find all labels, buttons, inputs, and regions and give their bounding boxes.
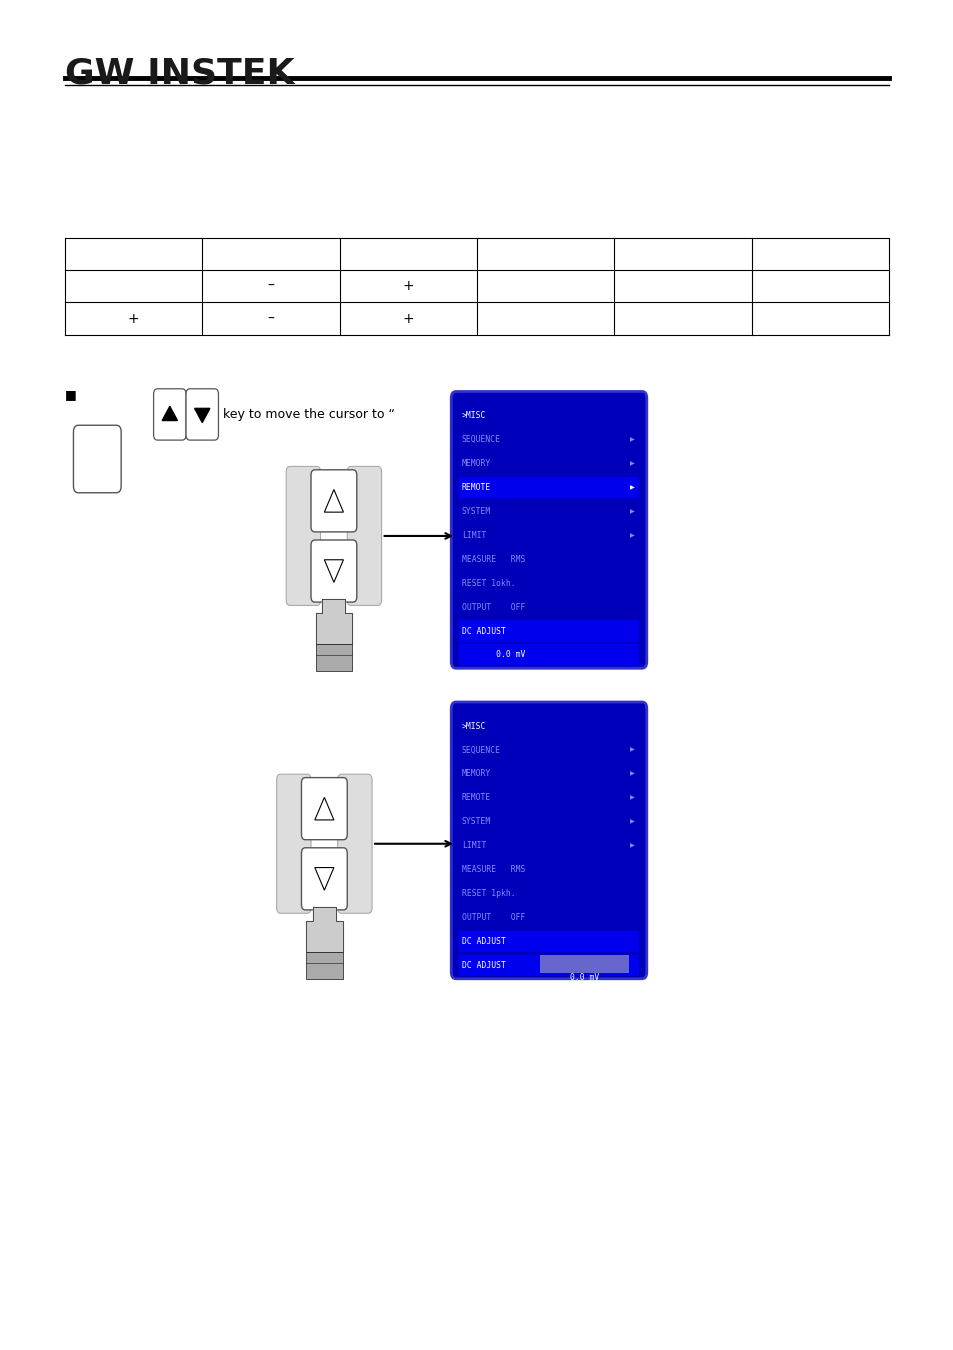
Text: SYSTEM: SYSTEM bbox=[461, 817, 491, 826]
FancyBboxPatch shape bbox=[301, 778, 347, 840]
FancyBboxPatch shape bbox=[337, 775, 372, 913]
FancyBboxPatch shape bbox=[458, 954, 639, 976]
Text: DC ADJUST: DC ADJUST bbox=[461, 961, 505, 969]
Text: LIMIT: LIMIT bbox=[461, 531, 486, 540]
Text: key to move the cursor to “                   ”.: key to move the cursor to “ ”. bbox=[223, 408, 481, 421]
Polygon shape bbox=[315, 599, 352, 644]
FancyBboxPatch shape bbox=[311, 470, 356, 532]
Text: DC ADJUST: DC ADJUST bbox=[461, 937, 505, 946]
Text: –: – bbox=[267, 312, 274, 325]
Text: SEQUENCE: SEQUENCE bbox=[461, 745, 500, 755]
Polygon shape bbox=[162, 406, 177, 421]
Text: MEASURE   RMS: MEASURE RMS bbox=[461, 555, 524, 564]
FancyBboxPatch shape bbox=[347, 467, 381, 605]
Text: LIMIT: LIMIT bbox=[461, 841, 486, 850]
Text: ▶: ▶ bbox=[629, 844, 634, 848]
Text: DC ADJUST: DC ADJUST bbox=[461, 626, 505, 636]
FancyBboxPatch shape bbox=[458, 931, 639, 952]
Text: +: + bbox=[402, 312, 414, 325]
FancyBboxPatch shape bbox=[458, 621, 639, 641]
FancyBboxPatch shape bbox=[539, 954, 628, 973]
Text: –: – bbox=[267, 279, 274, 293]
Text: +: + bbox=[128, 312, 139, 325]
Text: MEMORY: MEMORY bbox=[461, 769, 491, 779]
FancyBboxPatch shape bbox=[301, 848, 347, 910]
Text: GW INSTEK: GW INSTEK bbox=[65, 57, 294, 90]
Text: 0.0 mV: 0.0 mV bbox=[569, 973, 598, 981]
Polygon shape bbox=[194, 409, 210, 423]
Text: +: + bbox=[402, 279, 414, 293]
FancyBboxPatch shape bbox=[73, 425, 121, 493]
Text: ▶: ▶ bbox=[629, 485, 634, 490]
Text: ▶: ▶ bbox=[629, 819, 634, 825]
FancyBboxPatch shape bbox=[153, 389, 186, 440]
Text: REMOTE: REMOTE bbox=[461, 483, 491, 491]
Text: ■: ■ bbox=[65, 387, 76, 401]
Text: MEMORY: MEMORY bbox=[461, 459, 491, 468]
Text: ▶: ▶ bbox=[629, 533, 634, 537]
FancyBboxPatch shape bbox=[286, 467, 320, 605]
Text: ▶: ▶ bbox=[629, 748, 634, 752]
FancyBboxPatch shape bbox=[451, 702, 646, 979]
FancyBboxPatch shape bbox=[186, 389, 218, 440]
Text: ▶: ▶ bbox=[629, 437, 634, 441]
Text: SEQUENCE: SEQUENCE bbox=[461, 435, 500, 444]
Polygon shape bbox=[306, 907, 342, 952]
Text: REMOTE: REMOTE bbox=[461, 794, 491, 802]
Text: RESET 1okh.: RESET 1okh. bbox=[461, 579, 515, 587]
Text: MEASURE   RMS: MEASURE RMS bbox=[461, 865, 524, 875]
FancyBboxPatch shape bbox=[315, 644, 352, 671]
Text: OUTPUT    OFF: OUTPUT OFF bbox=[461, 913, 524, 922]
FancyBboxPatch shape bbox=[451, 392, 646, 668]
Text: ▶: ▶ bbox=[629, 460, 634, 466]
FancyBboxPatch shape bbox=[458, 644, 639, 666]
Text: ▶: ▶ bbox=[629, 795, 634, 801]
Text: >MISC: >MISC bbox=[461, 722, 486, 730]
Text: >MISC: >MISC bbox=[461, 412, 486, 420]
Text: ▶: ▶ bbox=[629, 771, 634, 776]
FancyBboxPatch shape bbox=[311, 540, 356, 602]
Text: ▶: ▶ bbox=[629, 509, 634, 514]
FancyBboxPatch shape bbox=[276, 775, 311, 913]
Text: SYSTEM: SYSTEM bbox=[461, 506, 491, 516]
FancyBboxPatch shape bbox=[306, 952, 342, 979]
FancyBboxPatch shape bbox=[458, 477, 639, 498]
Text: OUTPUT    OFF: OUTPUT OFF bbox=[461, 602, 524, 612]
Text: RESET 1pkh.: RESET 1pkh. bbox=[461, 890, 515, 898]
Text: 0.0 mV: 0.0 mV bbox=[461, 651, 524, 659]
